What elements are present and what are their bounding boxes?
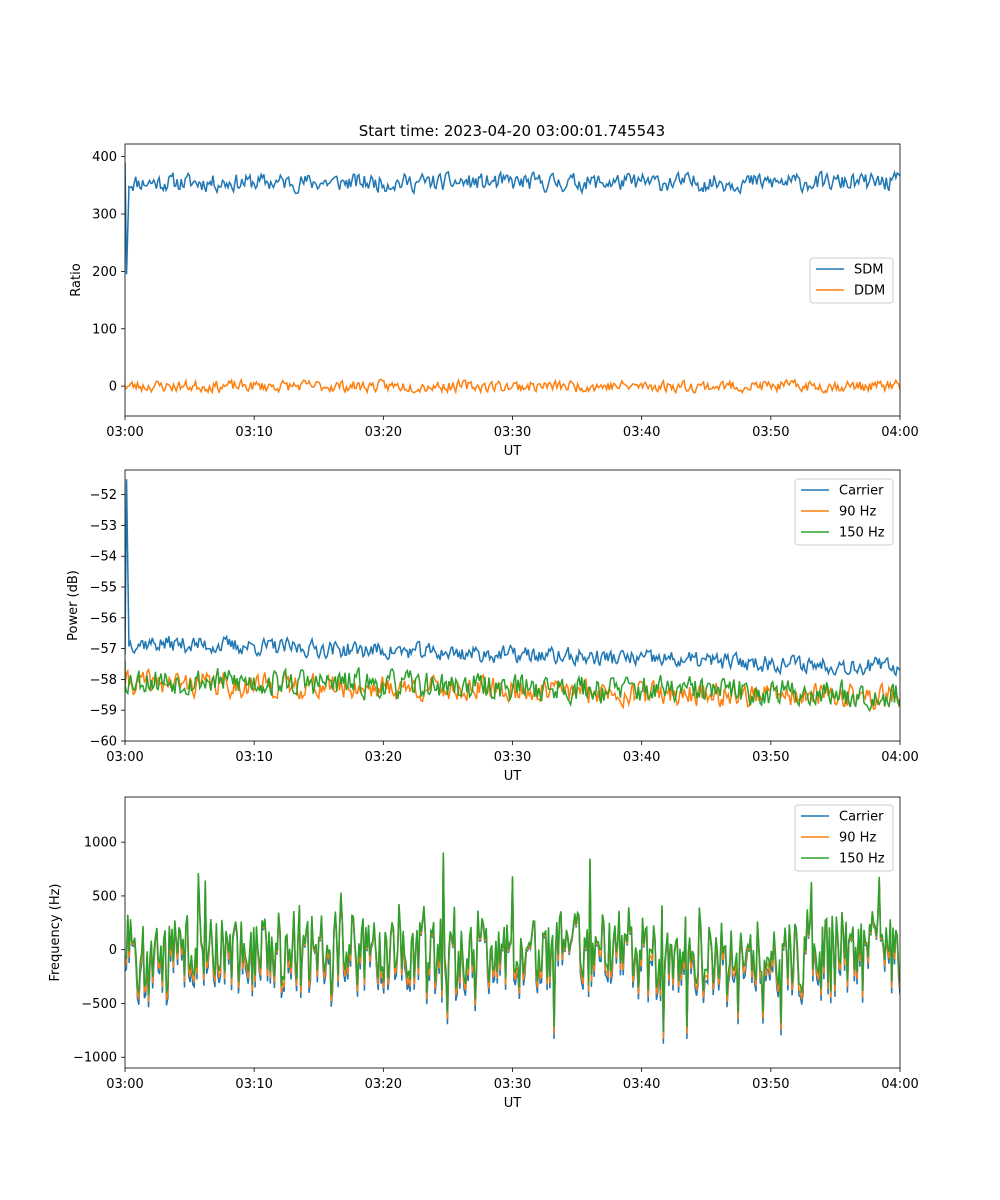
y-tick-label: 200: [92, 265, 117, 280]
y-tick-label: 1000: [84, 836, 117, 851]
x-tick-label: 03:00: [106, 750, 143, 765]
x-axis-label: UT: [504, 444, 522, 459]
x-tick-label: 03:40: [623, 750, 660, 765]
y-tick-label: 0: [109, 943, 117, 958]
x-axis-label: UT: [504, 1096, 522, 1111]
chart-title: Start time: 2023-04-20 03:00:01.745543: [359, 122, 665, 140]
y-axis-label: Power (dB): [66, 570, 81, 641]
legend-label: 150 Hz: [839, 852, 885, 867]
panel-frequency: 03:00 03:10 03:20 03:30 03:40 03:50 04:00 1000 5…: [48, 796, 919, 1111]
y-tick-label: −58: [90, 673, 117, 688]
panel-power: 03:00 03:10 03:20 03:30 03:40 03:50 04:00 −52 −5…: [66, 469, 919, 784]
legend-box: [794, 478, 894, 546]
x-tick-label: 03:40: [623, 425, 660, 440]
x-tick-label: 03:10: [235, 1077, 272, 1092]
y-tick-label: 300: [92, 208, 117, 223]
y-axis-label: Ratio: [69, 263, 84, 296]
y-tick-label: −1000: [73, 1051, 117, 1066]
legend-label: DDM: [854, 284, 885, 299]
y-tick-label: 100: [92, 322, 117, 337]
x-tick-label: 03:50: [752, 1077, 789, 1092]
x-tick-label: 03:20: [365, 1077, 402, 1092]
x-tick-label: 03:00: [106, 425, 143, 440]
x-tick-label: 04:00: [881, 750, 918, 765]
y-tick-label: −55: [90, 581, 117, 596]
x-tick-label: 03:00: [106, 1077, 143, 1092]
legend-label: SDM: [854, 263, 883, 278]
x-tick-label: 03:10: [235, 750, 272, 765]
x-tick-label: 03:10: [235, 425, 272, 440]
y-tick-label: −60: [90, 735, 117, 750]
x-tick-label: 04:00: [881, 1077, 918, 1092]
y-tick-label: −52: [90, 488, 117, 503]
y-tick-label: 0: [109, 380, 117, 395]
y-tick-label: −57: [90, 642, 117, 657]
series-line-sdm: [125, 162, 900, 275]
legend-label: 90 Hz: [839, 505, 876, 520]
x-tick-label: 03:30: [494, 425, 531, 440]
y-tick-label: −54: [90, 550, 117, 565]
legend-label: 90 Hz: [839, 831, 876, 846]
x-tick-label: 03:40: [623, 1077, 660, 1092]
y-tick-label: 500: [92, 889, 117, 904]
x-tick-label: 03:20: [365, 425, 402, 440]
legend-label: 150 Hz: [839, 526, 885, 541]
y-tick-label: −56: [90, 611, 117, 626]
series-line-150-hz: [125, 852, 900, 1032]
series-line-150-hz: [125, 660, 900, 713]
legend-label: Carrier: [839, 484, 884, 499]
x-axis-label: UT: [504, 769, 522, 784]
panel-ratio: 03:00 03:10 03:20 03:30 03:40 03:50 04:00 400 30…: [69, 143, 919, 459]
x-tick-label: 04:00: [881, 425, 918, 440]
x-tick-label: 03:50: [752, 425, 789, 440]
y-tick-label: −500: [81, 997, 117, 1012]
series-line-carrier: [125, 479, 900, 677]
legend-box: [794, 804, 894, 872]
legend-label: Carrier: [839, 810, 884, 825]
y-tick-label: 400: [92, 150, 117, 165]
x-tick-label: 03:50: [752, 750, 789, 765]
y-tick-label: −59: [90, 704, 117, 719]
series-line-ddm: [125, 377, 900, 395]
x-tick-label: 03:20: [365, 750, 402, 765]
y-axis-label: Frequency (Hz): [48, 883, 63, 981]
x-tick-label: 03:30: [494, 750, 531, 765]
x-tick-label: 03:30: [494, 1077, 531, 1092]
y-tick-label: −53: [90, 519, 117, 534]
